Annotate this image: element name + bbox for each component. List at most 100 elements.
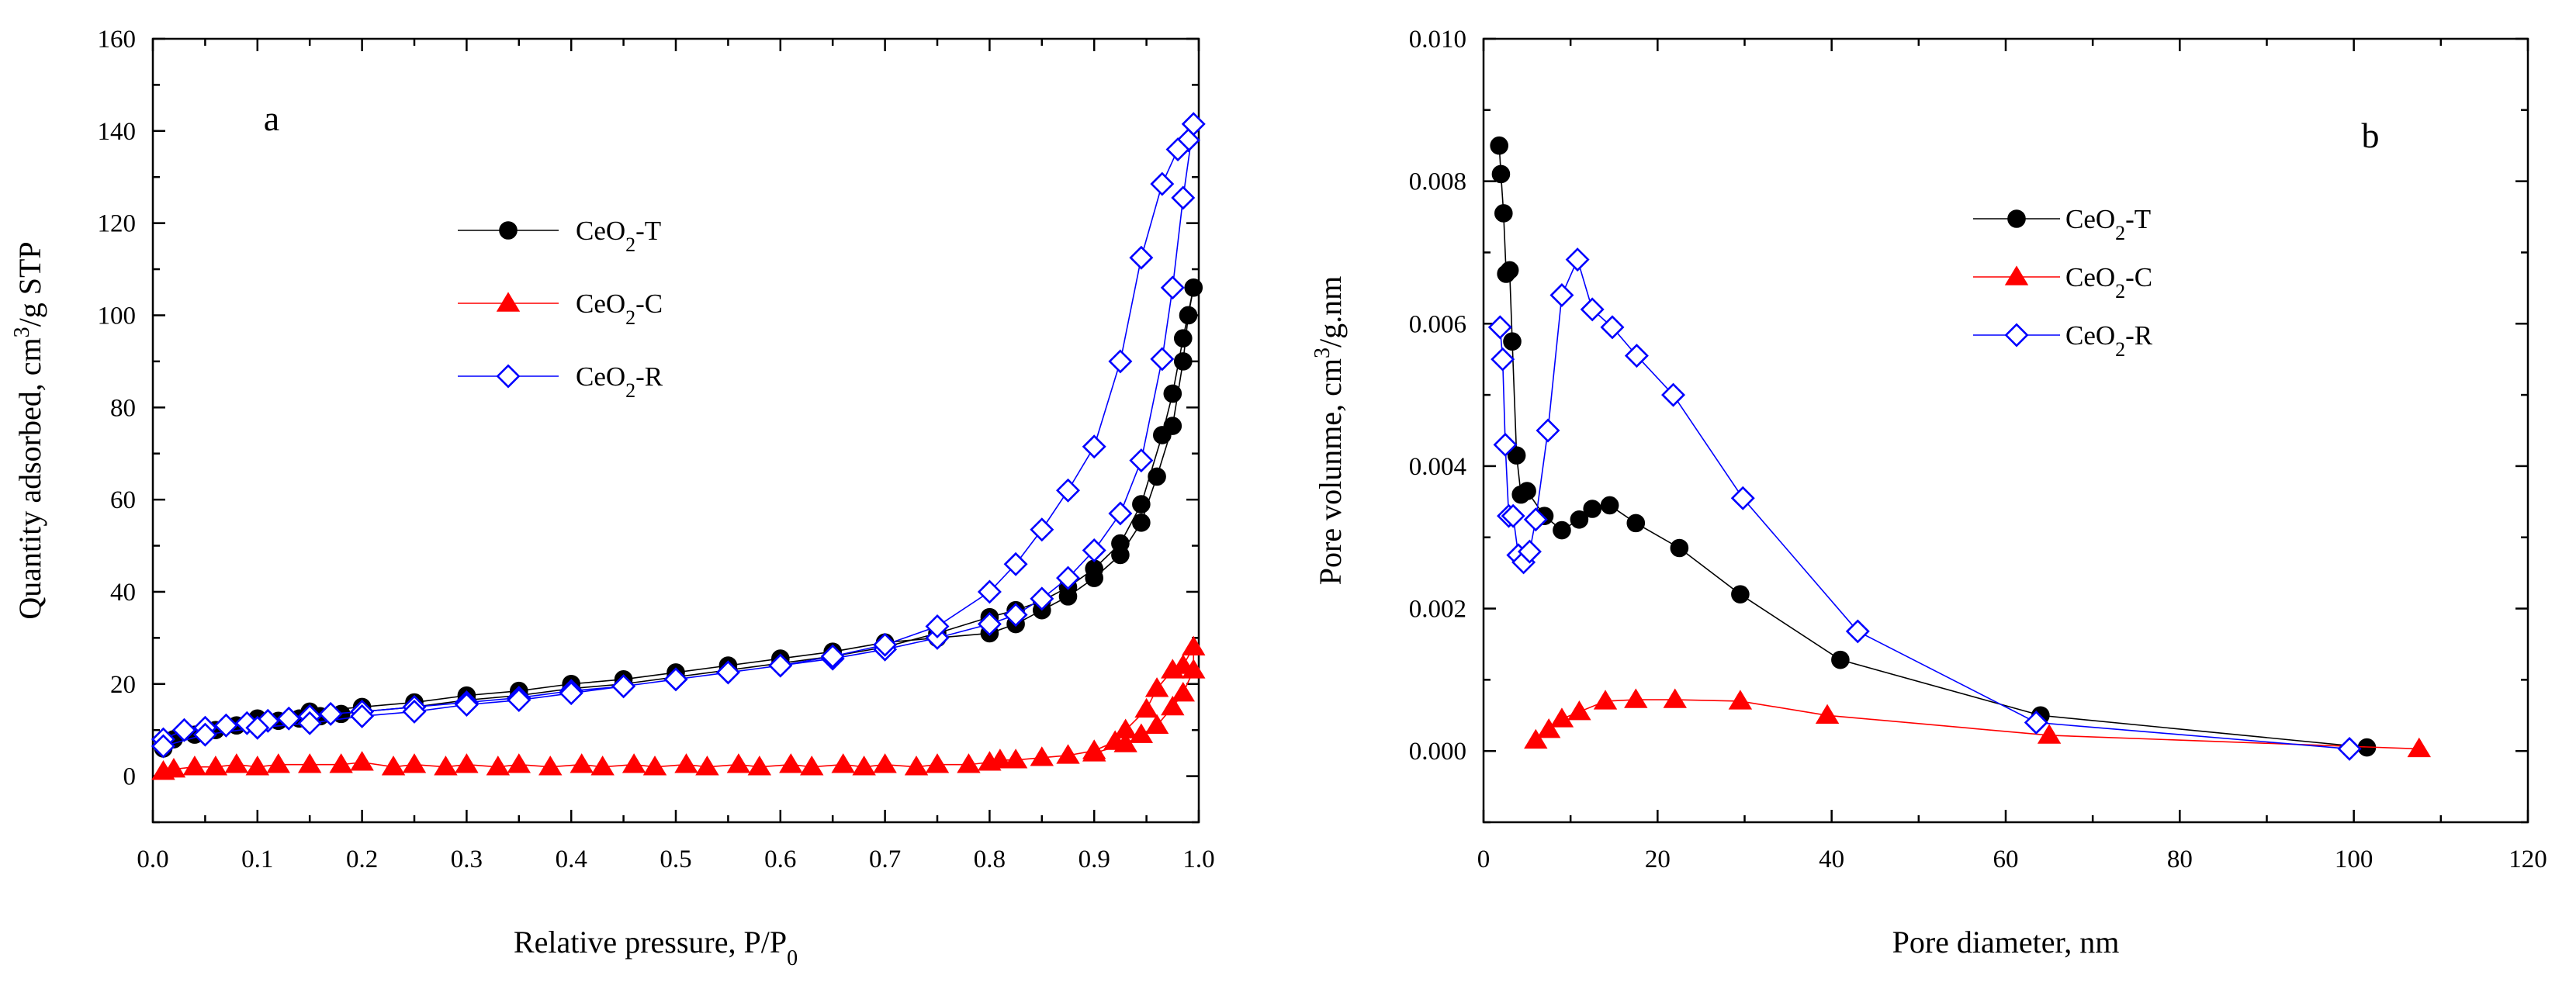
series-CeO2-R [1487, 247, 2362, 761]
data-point [977, 612, 1002, 637]
data-point [1501, 503, 1525, 528]
legend-marker [2007, 209, 2026, 228]
data-point [977, 579, 1002, 604]
data-point [1600, 315, 1625, 340]
data-point [1536, 418, 1560, 443]
data-point [820, 644, 845, 669]
y-tick-label: 60 [110, 486, 136, 514]
data-point [559, 681, 583, 706]
data-point [1491, 347, 1515, 372]
data-point [768, 653, 793, 678]
data-point [1056, 565, 1080, 590]
data-point [1524, 728, 1548, 749]
y-tick-label: 0.006 [1409, 310, 1466, 338]
x-tick-label: 0.4 [556, 845, 587, 873]
data-point [1517, 539, 1542, 564]
data-point [1487, 315, 1512, 340]
data-point [1161, 695, 1185, 716]
data-point [1056, 478, 1080, 503]
chart-panel-b: 0 20 40 60 80 100 120 0.000 0.002 0.004 0.006 0.008… [1311, 26, 2547, 960]
data-point [1111, 545, 1130, 565]
data-point [1113, 732, 1137, 752]
data-point [381, 756, 406, 776]
data-point [402, 753, 427, 773]
data-point [1132, 495, 1151, 514]
data-point [1030, 517, 1054, 542]
series-CeO2-R [151, 112, 1206, 759]
data-point [1493, 432, 1518, 457]
data-point [1030, 586, 1054, 611]
data-point [1518, 482, 1536, 500]
data-point [350, 704, 375, 728]
x-tick-label: 80 [2167, 845, 2193, 873]
data-point [1144, 677, 1169, 697]
data-point [1670, 538, 1689, 558]
x-tick-label: 40 [1819, 845, 1844, 873]
y-tick-label: 140 [98, 118, 137, 146]
data-point [151, 734, 175, 759]
data-point [1626, 514, 1646, 533]
data-point [1163, 417, 1182, 435]
x-tick-label: 100 [2335, 845, 2373, 873]
legend-label: CeO2-R [2065, 320, 2153, 361]
data-point [1661, 382, 1686, 407]
data-point [182, 756, 207, 776]
data-point [1624, 344, 1649, 368]
series-CeO2-T [1490, 136, 2377, 757]
legend-item: CeO2-C [1973, 262, 2152, 303]
data-point [1549, 283, 1574, 308]
data-point [957, 753, 981, 773]
x-tick-label: 0.2 [346, 845, 378, 873]
series-line [1499, 258, 2350, 750]
data-point [1731, 585, 1750, 603]
data-point [590, 756, 615, 776]
legend-marker [496, 292, 521, 312]
x-tick-label: 0.9 [1079, 845, 1110, 873]
data-point [1730, 486, 1755, 510]
data-point [1171, 185, 1196, 210]
data-point [1536, 718, 1561, 738]
legend-label: CeO2-C [576, 289, 663, 329]
data-point [695, 756, 719, 776]
data-point [1129, 448, 1154, 473]
x-tick-label: 0 [1477, 845, 1491, 873]
data-point [486, 756, 511, 776]
data-point [1523, 507, 1548, 532]
data-point [507, 688, 531, 713]
data-point [674, 753, 698, 773]
data-point [1728, 690, 1753, 710]
data-point [297, 711, 322, 735]
legend-item: CeO2-R [1973, 320, 2153, 361]
data-point [873, 753, 897, 773]
legend-marker [2004, 323, 2029, 348]
data-point [1593, 690, 1618, 710]
data-point [1108, 501, 1133, 526]
data-point [1184, 278, 1203, 297]
y-axis-label: Pore volunme, cm3/g.nm [1311, 276, 1349, 585]
y-tick-label: 160 [98, 26, 137, 54]
data-point [1553, 520, 1571, 540]
data-point [663, 667, 688, 692]
data-point [1549, 707, 1574, 728]
x-tick-label: 20 [1645, 845, 1671, 873]
x-tick-label: 0.1 [241, 845, 273, 873]
series-CeO2-C [151, 635, 1206, 780]
data-point [1163, 384, 1182, 403]
data-point [1845, 619, 1870, 644]
data-point [1570, 510, 1589, 529]
data-point [831, 753, 855, 773]
x-tick-label: 0.5 [660, 845, 691, 873]
data-point [904, 756, 929, 776]
data-point [1082, 538, 1106, 562]
x-tick-label: 120 [2508, 845, 2547, 873]
data-point [1132, 514, 1151, 532]
y-tick-label: 0.000 [1409, 738, 1466, 766]
legend: CeO2-T CeO2-C CeO2-R [1973, 204, 2153, 361]
legend-item: CeO2-R [458, 361, 663, 402]
data-point [1030, 746, 1054, 766]
data-point [350, 751, 374, 771]
data-point [402, 699, 427, 724]
panel-label: b [2362, 116, 2380, 155]
y-axis-label: Quantity adsorbed, cm3/g STP [10, 241, 48, 619]
data-point [1583, 500, 1602, 518]
